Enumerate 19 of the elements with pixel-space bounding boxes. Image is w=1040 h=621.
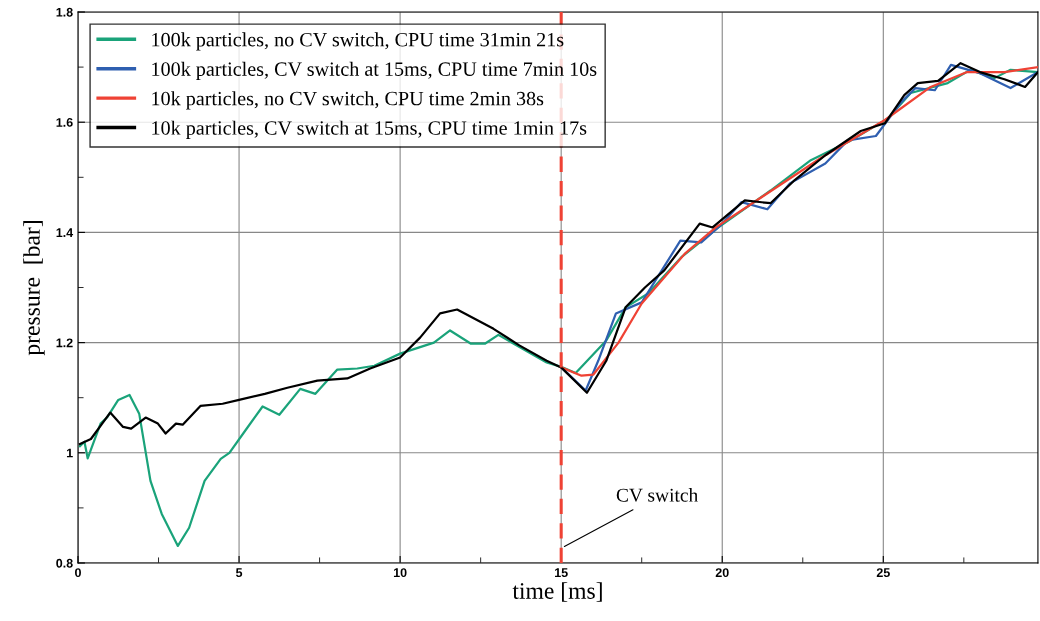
x-tick-label: 20 [715, 568, 729, 578]
y-tick-label: 1.2 [56, 338, 73, 348]
x-axis-title: time [ms] [512, 582, 602, 602]
x-tick-label: 10 [393, 568, 407, 578]
y-tick-label: 1.6 [56, 118, 73, 127]
x-tick-label: 0 [75, 568, 81, 578]
legend-label: 10k particles, no CV switch, CPU time 2min 38s [152, 91, 544, 110]
legend-label: 10k particles, CV switch at 15ms, CPU time 1min 17s [152, 120, 587, 139]
x-tick-label: 5 [235, 568, 243, 578]
y-tick-label: 1 [66, 448, 73, 458]
x-tick-label: 25 [876, 568, 890, 578]
y-tick-label: 1.8 [56, 7, 73, 17]
legend-label: 100k particles, CV switch at 15ms, CPU time 7min 10s [152, 61, 597, 80]
legend-label: 100k particles, no CV switch, CPU time 31min 21s [152, 32, 564, 51]
y-tick-label: 1.4 [56, 228, 74, 237]
ref-line-label: CV switch [616, 488, 698, 502]
y-tick-label: 0.8 [56, 558, 73, 568]
x-tick-label: 15 [555, 568, 568, 578]
y-axis-title: pressure [bar] [23, 221, 45, 356]
